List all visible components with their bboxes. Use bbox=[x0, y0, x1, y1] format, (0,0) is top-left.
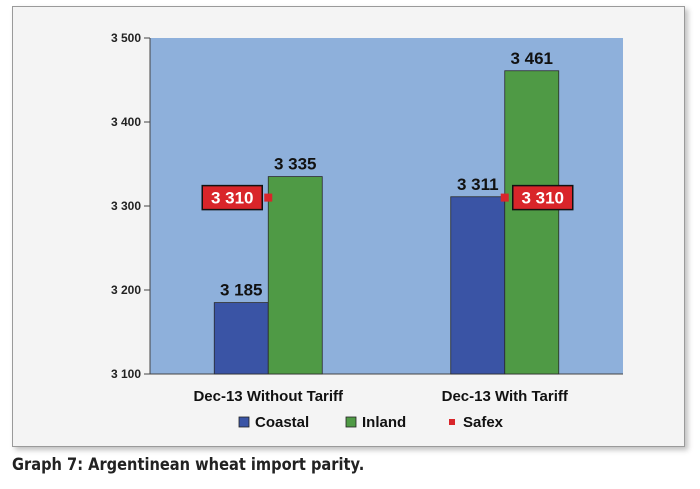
safex-marker bbox=[264, 193, 273, 202]
y-tick-label: 3 200 bbox=[111, 283, 141, 297]
legend-label-coastal: Coastal bbox=[255, 414, 309, 431]
bar-inland bbox=[267, 176, 323, 375]
bar-value-label: 3 335 bbox=[274, 155, 317, 174]
x-category-label: Dec-13 With Tariff bbox=[442, 388, 569, 405]
bar-value-label: 3 185 bbox=[220, 281, 263, 300]
safex-value-label: 3 310 bbox=[211, 189, 254, 208]
bar-coastal bbox=[450, 196, 506, 375]
legend-swatch-safex bbox=[449, 419, 455, 425]
bar-value-label: 3 311 bbox=[457, 175, 499, 194]
y-tick-label: 3 500 bbox=[111, 31, 141, 45]
legend-label-inland: Inland bbox=[362, 414, 406, 431]
bar-value-label: 3 461 bbox=[510, 49, 553, 68]
chart-frame: 3 100 3 200 3 300 3 400 3 500 3 185 3 335 3 310… bbox=[12, 6, 685, 447]
x-category-label: Dec-13 Without Tariff bbox=[193, 388, 344, 405]
y-tick-label: 3 400 bbox=[111, 115, 141, 129]
safex-value-label: 3 310 bbox=[521, 189, 564, 208]
y-tick-label: 3 300 bbox=[111, 199, 141, 213]
y-tick-label: 3 100 bbox=[111, 367, 141, 381]
legend-swatch-inland bbox=[345, 416, 357, 428]
bar-chart: 3 100 3 200 3 300 3 400 3 500 3 185 3 335 3 310… bbox=[111, 31, 623, 431]
legend-swatch-coastal bbox=[238, 416, 250, 428]
chart-caption: Graph 7: Argentinean wheat import parity… bbox=[12, 455, 365, 475]
safex-label-box bbox=[512, 184, 574, 211]
legend-label-safex: Safex bbox=[463, 414, 504, 431]
bar-inland bbox=[504, 70, 560, 375]
bar-coastal bbox=[213, 302, 269, 375]
safex-marker bbox=[500, 193, 509, 202]
safex-label-box bbox=[201, 184, 263, 211]
